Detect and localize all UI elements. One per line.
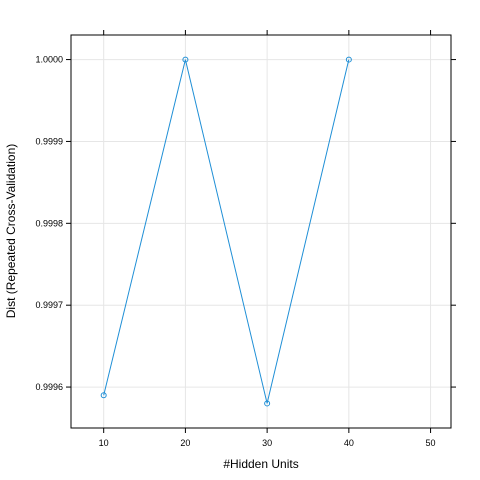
series	[100, 56, 352, 407]
x-tick-label: 50	[426, 438, 436, 448]
plot-frame	[70, 34, 452, 429]
data-point	[345, 56, 352, 63]
data-point	[264, 400, 271, 407]
y-tick-label: 0.9997	[35, 300, 63, 310]
x-axis-title: #Hidden Units	[223, 457, 298, 471]
x-tick-label: 30	[262, 438, 272, 448]
x-tick-label: 40	[344, 438, 354, 448]
y-tick-label: 0.9999	[35, 136, 63, 146]
y-tick-label: 1.0000	[35, 55, 63, 65]
x-tick-label: 20	[180, 438, 190, 448]
tick-labels: 10 20 30 40 50 0.9996 0.9997 0.9998 0.9999 1.0000	[35, 55, 435, 448]
series-line	[103, 59, 350, 404]
grid	[71, 35, 451, 428]
x-tick-label: 10	[99, 438, 109, 448]
y-tick-label: 0.9996	[35, 382, 63, 392]
data-point	[100, 392, 107, 399]
axis-ticks	[66, 30, 456, 433]
data-point	[182, 56, 189, 63]
y-axis-title: Dist (Repeated Cross-Validation)	[4, 144, 18, 319]
y-tick-label: 0.9998	[35, 218, 63, 228]
